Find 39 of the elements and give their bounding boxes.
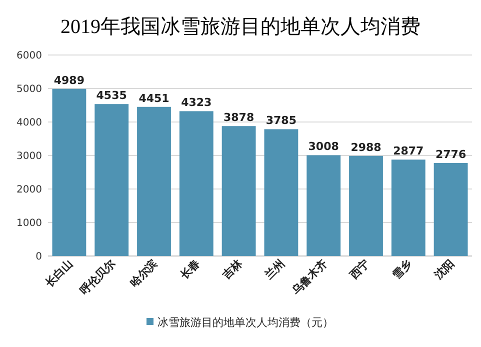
x-tick-label: 呼伦贝尔 bbox=[77, 256, 118, 298]
data-label: 4989 bbox=[54, 74, 85, 87]
data-label: 3785 bbox=[266, 114, 297, 128]
data-label: 2988 bbox=[350, 140, 382, 154]
x-tick-label: 哈尔滨 bbox=[128, 256, 160, 290]
bar bbox=[52, 88, 86, 256]
chart-title: 2019年我国冰雪旅游目的地单次人均消费 bbox=[60, 16, 420, 38]
data-label: 3878 bbox=[223, 111, 254, 124]
y-tick-label: 0 bbox=[36, 252, 42, 262]
bar bbox=[306, 155, 341, 256]
bar bbox=[94, 104, 129, 256]
x-tick-label: 兰州 bbox=[262, 256, 288, 282]
y-tick-label: 6000 bbox=[16, 50, 42, 62]
data-label: 4451 bbox=[138, 92, 170, 105]
bar bbox=[179, 111, 214, 256]
x-tick-label: 雪乡 bbox=[390, 256, 415, 282]
data-label: 2776 bbox=[435, 148, 466, 162]
bar bbox=[391, 160, 426, 256]
data-label: 4323 bbox=[181, 96, 212, 110]
y-tick-label: 4000 bbox=[16, 118, 42, 128]
bar bbox=[434, 163, 468, 256]
data-label: 3008 bbox=[308, 140, 339, 154]
y-tick-label: 3000 bbox=[16, 151, 42, 162]
bar bbox=[264, 129, 298, 256]
y-tick-label: 5000 bbox=[16, 84, 42, 95]
legend-label: 冰雪旅游目的地单次人均消费（元） bbox=[158, 316, 334, 329]
data-label: 4535 bbox=[96, 89, 127, 102]
bar bbox=[137, 106, 171, 256]
x-tick-label: 长白山 bbox=[42, 256, 76, 290]
x-tick-label: 西宁 bbox=[346, 256, 372, 282]
x-tick-label: 吉林 bbox=[219, 256, 246, 282]
x-tick-label: 乌鲁木齐 bbox=[288, 256, 330, 298]
y-tick-label: 1000 bbox=[16, 218, 42, 229]
bar bbox=[222, 126, 256, 256]
bar bbox=[349, 156, 383, 256]
data-label: 2877 bbox=[393, 144, 424, 158]
y-tick-label: 2000 bbox=[16, 184, 42, 196]
x-tick-label: 长春 bbox=[177, 256, 203, 282]
x-tick-label: 沈阳 bbox=[431, 256, 457, 282]
